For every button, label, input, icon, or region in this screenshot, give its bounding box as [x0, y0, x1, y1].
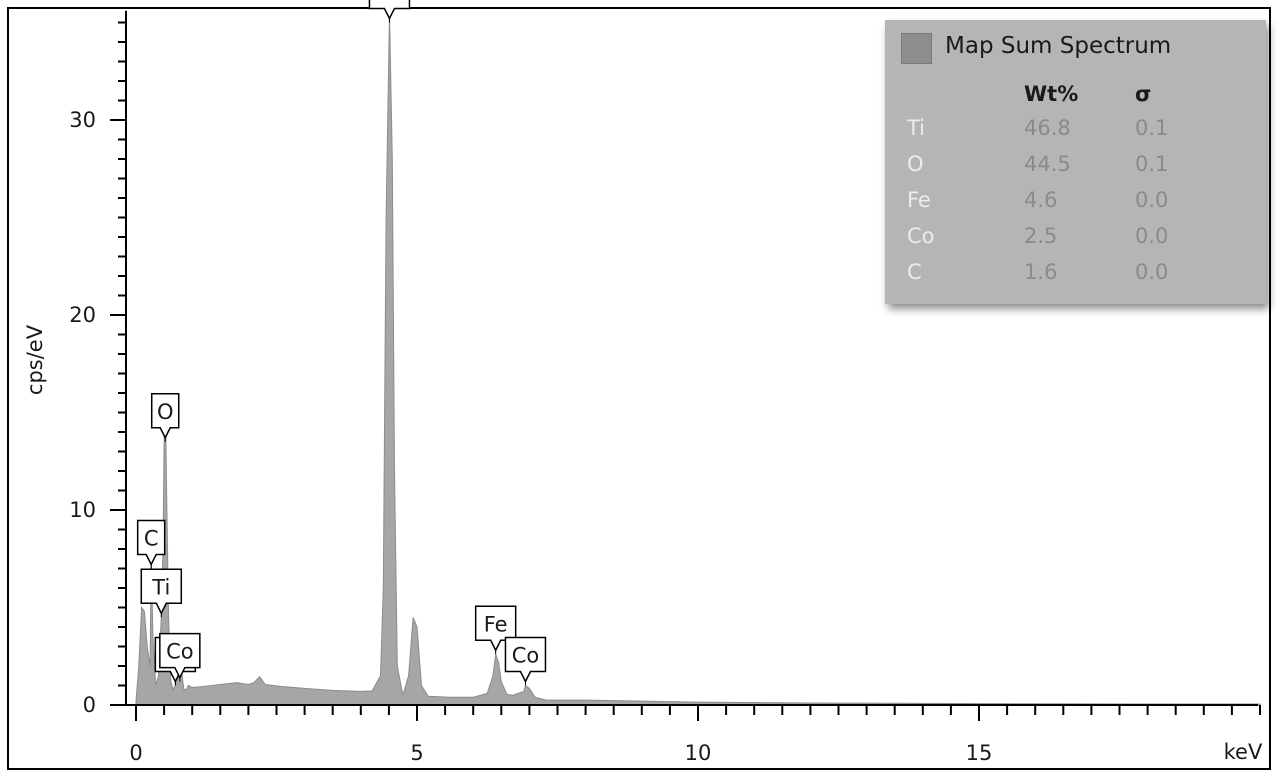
legend-element: Co [907, 224, 935, 248]
legend-header-wt: Wt% [1024, 82, 1079, 106]
peak-label-box [140, 568, 183, 615]
legend-wt: 1.6 [1024, 260, 1058, 284]
legend-wt: 46.8 [1024, 116, 1071, 140]
legend-element: Ti [907, 116, 926, 140]
legend-sigma: 0.0 [1135, 188, 1169, 212]
peak-label: O [150, 393, 180, 442]
peak-label-text: Co [512, 644, 540, 668]
legend-row-fe: Fe 4.6 0.0 [885, 188, 1266, 224]
x-axis-title: keV [1224, 740, 1263, 764]
y-tick-label: 30 [69, 108, 96, 132]
peak-label-text: O [157, 400, 174, 424]
legend-panel: Map Sum Spectrum Wt% σ Ti 46.8 0.1 O 44.… [885, 20, 1266, 304]
y-tick-label: 10 [69, 498, 96, 522]
peak-label-text: C [144, 527, 159, 551]
peak-label-text: Ti [151, 575, 170, 599]
peak-label-box [136, 519, 166, 567]
legend-swatch [901, 33, 932, 64]
legend-title: Map Sum Spectrum [945, 33, 1172, 59]
spectrum-area [135, 12, 1261, 706]
peak-label: Ti [140, 568, 183, 618]
legend-wt: 4.6 [1024, 188, 1058, 212]
peak-label-text: Co [166, 640, 194, 664]
legend-wt: 44.5 [1024, 152, 1071, 176]
legend-element: C [907, 260, 922, 284]
legend-row-o: O 44.5 0.1 [885, 152, 1266, 188]
peak-label: Co [159, 632, 201, 682]
x-tick-label: 0 [129, 741, 142, 765]
legend-sigma: 0.0 [1135, 224, 1169, 248]
peak-label-box [159, 632, 201, 680]
x-tick-label: 15 [966, 741, 993, 765]
legend-element: O [907, 152, 924, 176]
peak-label: Ti [368, 0, 411, 23]
legend-header-sigma: σ [1135, 82, 1152, 106]
legend-wt: 2.5 [1024, 224, 1058, 248]
peak-label-box [368, 0, 411, 21]
legend-row-ti: Ti 46.8 0.1 [885, 116, 1266, 152]
peak-label-text: Fe [484, 612, 508, 636]
legend-sigma: 0.0 [1135, 260, 1169, 284]
legend-row-co: Co 2.5 0.0 [885, 224, 1266, 260]
legend-row-c: C 1.6 0.0 [885, 260, 1266, 296]
peak-label: C [136, 519, 166, 569]
y-tick-label: 0 [83, 693, 96, 717]
legend-element: Fe [907, 188, 931, 212]
y-axis-title: cps/eV [23, 324, 47, 395]
peak-label-box [504, 636, 547, 684]
plot-frame [7, 7, 1271, 770]
legend-sigma: 0.1 [1135, 116, 1169, 140]
y-tick-label: 20 [69, 303, 96, 327]
x-tick-label: 5 [410, 741, 423, 765]
peak-label-text: Ti [379, 0, 398, 5]
peak-label: Co [504, 636, 547, 686]
peak-label-box [150, 393, 180, 440]
x-tick-label: 10 [685, 741, 712, 765]
legend-sigma: 0.1 [1135, 152, 1169, 176]
